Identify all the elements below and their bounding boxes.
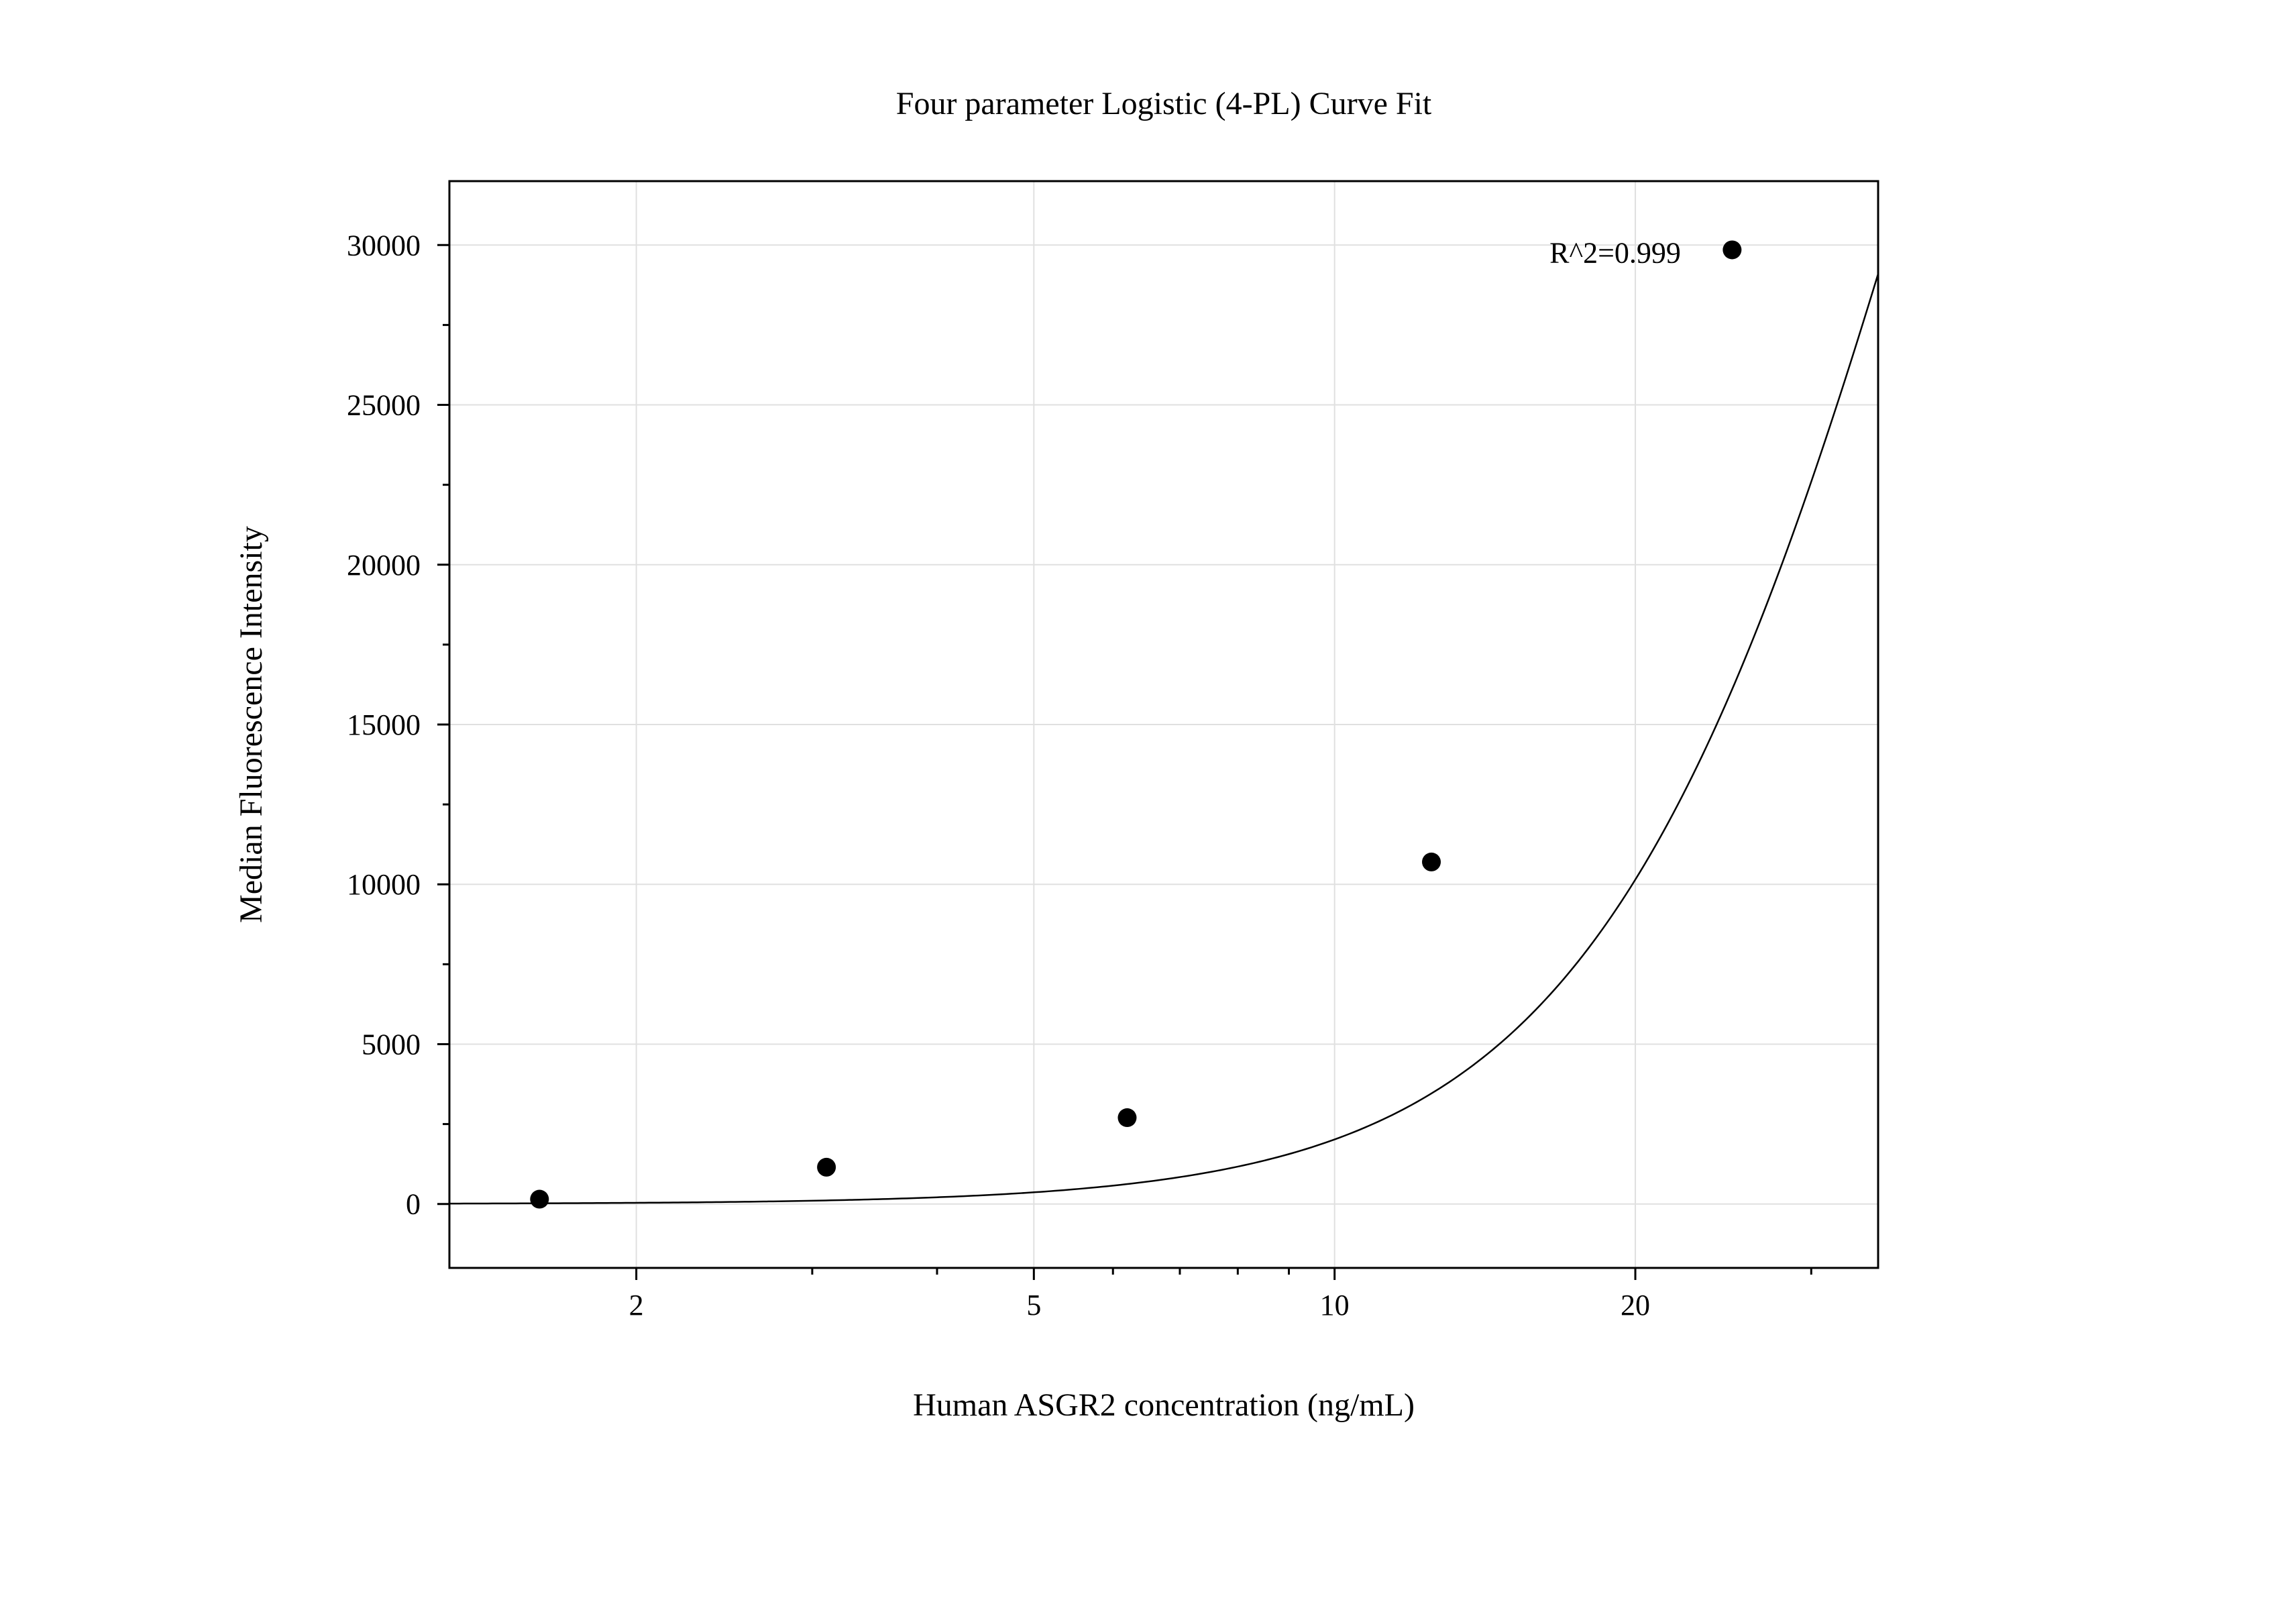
chart-svg: 2 5 10 20 0 5000 10000 15000 20000 25000 30000 Four… [0, 0, 2296, 1604]
y-tick-label: 15000 [347, 708, 421, 741]
data-point [817, 1158, 836, 1177]
data-point [1117, 1108, 1136, 1127]
y-tick-label: 5000 [362, 1028, 421, 1061]
x-tick-label: 10 [1320, 1289, 1350, 1322]
y-tick-label: 30000 [347, 229, 421, 262]
x-tick-label: 20 [1621, 1289, 1650, 1322]
data-point [530, 1190, 549, 1209]
x-axis-label: Human ASGR2 concentration (ng/mL) [913, 1387, 1415, 1423]
data-point [1723, 240, 1741, 259]
r-squared-annotation: R^2=0.999 [1549, 237, 1681, 270]
chart-container: 2 5 10 20 0 5000 10000 15000 20000 25000 30000 Four… [0, 0, 2296, 1604]
chart-title: Four parameter Logistic (4-PL) Curve Fit [896, 86, 1432, 121]
y-tick-label: 20000 [347, 549, 421, 582]
y-tick-label: 10000 [347, 868, 421, 901]
data-point [1422, 853, 1441, 871]
x-tick-label: 2 [629, 1289, 644, 1322]
x-tick-label: 5 [1026, 1289, 1041, 1322]
chart-background [0, 0, 2296, 1604]
y-tick-label: 25000 [347, 389, 421, 422]
y-tick-label: 0 [406, 1188, 421, 1221]
y-axis-label: Median Fluorescence Intensity [233, 526, 269, 923]
